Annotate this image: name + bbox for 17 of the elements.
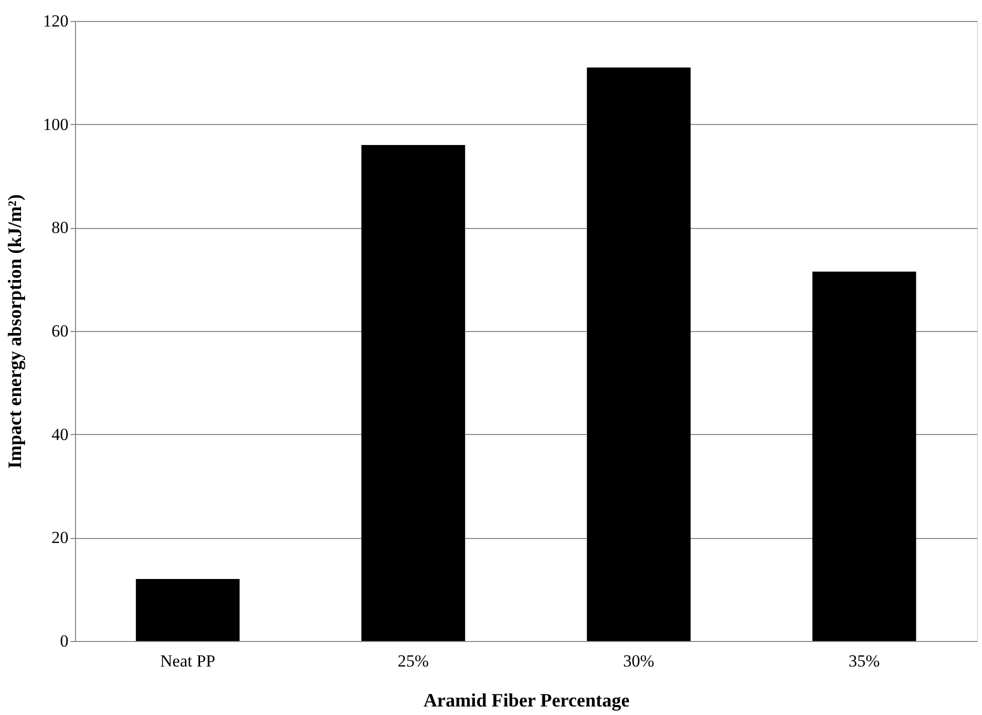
y-axis-title: Impact energy absorption (kJ/m²): [5, 194, 26, 469]
y-tick-label: 40: [52, 424, 68, 444]
x-axis-title: Aramid Fiber Percentage: [423, 690, 630, 712]
bar: [812, 272, 916, 641]
bar: [586, 68, 691, 641]
x-tick-label: 30%: [623, 652, 654, 670]
y-tick-label: 60: [52, 322, 68, 340]
bar: [361, 145, 466, 641]
y-tick-label: 100: [43, 114, 68, 134]
x-tick-label: 25%: [398, 652, 429, 670]
y-tick-label: 80: [52, 218, 68, 238]
y-tick-label: 120: [43, 12, 68, 30]
y-tick-label: 20: [52, 528, 68, 548]
y-tick-label: 0: [60, 632, 68, 650]
bar: [136, 579, 240, 641]
x-tick-label: Neat PP: [160, 652, 216, 670]
x-tick-label: 35%: [848, 652, 880, 670]
